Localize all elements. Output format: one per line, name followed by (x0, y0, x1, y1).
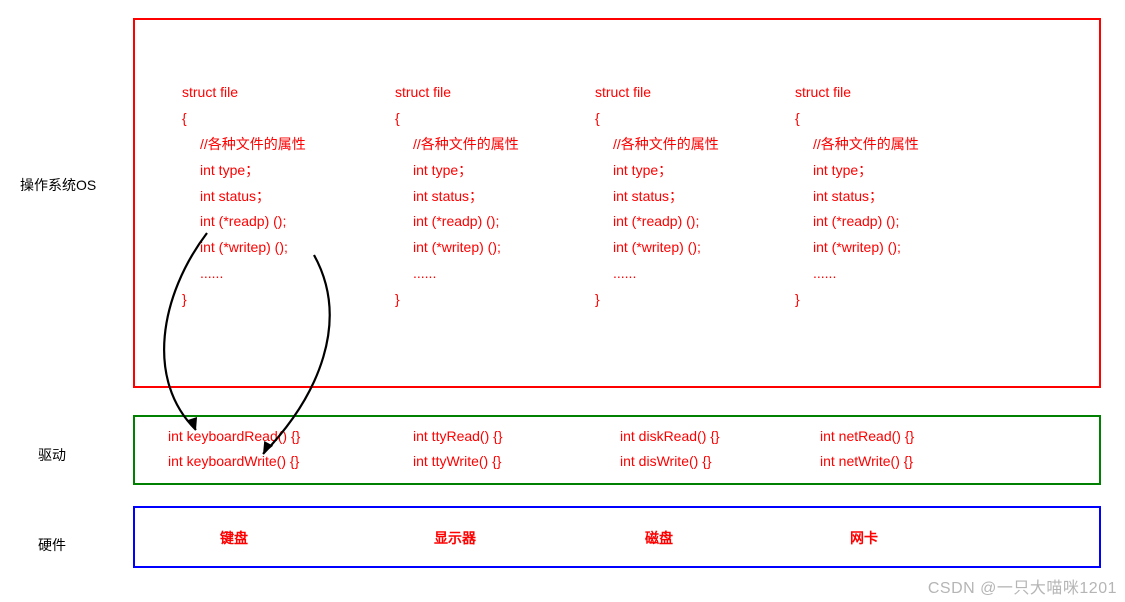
struct-file-block: struct file{//各种文件的属性int type；int status… (182, 80, 306, 313)
hardware-box (133, 506, 1101, 568)
struct-line: int (*readp) (); (795, 209, 919, 235)
label-driver: 驱动 (38, 445, 66, 465)
struct-line: { (795, 106, 919, 132)
struct-line: ...... (182, 261, 306, 287)
struct-line: int type； (182, 158, 306, 184)
driver-read-fn: int netRead() {} (820, 424, 914, 449)
watermark: CSDN @一只大喵咪1201 (928, 574, 1117, 598)
driver-column: int ttyRead() {}int ttyWrite() {} (413, 424, 503, 474)
struct-file-block: struct file{//各种文件的属性int type；int status… (395, 80, 519, 313)
struct-line: { (182, 106, 306, 132)
struct-line: //各种文件的属性 (182, 132, 306, 158)
struct-line: struct file (182, 80, 306, 106)
struct-line: int type； (795, 158, 919, 184)
struct-line: { (595, 106, 719, 132)
struct-line: } (182, 287, 306, 313)
struct-line: int type； (595, 158, 719, 184)
struct-line: struct file (795, 80, 919, 106)
label-os: 操作系统OS (20, 175, 96, 195)
struct-file-block: struct file{//各种文件的属性int type；int status… (795, 80, 919, 313)
struct-line: int type； (395, 158, 519, 184)
struct-line: } (395, 287, 519, 313)
struct-line: int (*readp) (); (182, 209, 306, 235)
struct-line: //各种文件的属性 (795, 132, 919, 158)
struct-line: int status； (395, 184, 519, 210)
struct-line: ...... (795, 261, 919, 287)
struct-line: int status； (795, 184, 919, 210)
struct-line: } (595, 287, 719, 313)
hardware-item: 磁盘 (645, 528, 673, 548)
struct-line: ...... (395, 261, 519, 287)
struct-line: } (795, 287, 919, 313)
driver-column: int netRead() {}int netWrite() {} (820, 424, 914, 474)
driver-read-fn: int keyboardRead() {} (168, 424, 300, 449)
struct-line: ...... (595, 261, 719, 287)
struct-line: { (395, 106, 519, 132)
struct-line: //各种文件的属性 (595, 132, 719, 158)
label-hardware: 硬件 (38, 535, 66, 555)
hardware-item: 显示器 (434, 528, 476, 548)
driver-column: int diskRead() {}int disWrite() {} (620, 424, 720, 474)
hardware-item: 网卡 (850, 528, 878, 548)
hardware-item: 键盘 (220, 528, 248, 548)
driver-read-fn: int diskRead() {} (620, 424, 720, 449)
struct-line: int (*readp) (); (395, 209, 519, 235)
struct-line: struct file (595, 80, 719, 106)
driver-write-fn: int netWrite() {} (820, 449, 914, 474)
struct-line: int (*writep) (); (795, 235, 919, 261)
driver-write-fn: int keyboardWrite() {} (168, 449, 300, 474)
struct-line: int (*writep) (); (595, 235, 719, 261)
struct-line: struct file (395, 80, 519, 106)
driver-write-fn: int ttyWrite() {} (413, 449, 503, 474)
struct-line: int (*writep) (); (395, 235, 519, 261)
struct-line: int status； (595, 184, 719, 210)
driver-column: int keyboardRead() {}int keyboardWrite()… (168, 424, 300, 474)
struct-line: int (*writep) (); (182, 235, 306, 261)
driver-write-fn: int disWrite() {} (620, 449, 720, 474)
struct-file-block: struct file{//各种文件的属性int type；int status… (595, 80, 719, 313)
struct-line: int (*readp) (); (595, 209, 719, 235)
struct-line: //各种文件的属性 (395, 132, 519, 158)
struct-line: int status； (182, 184, 306, 210)
driver-read-fn: int ttyRead() {} (413, 424, 503, 449)
